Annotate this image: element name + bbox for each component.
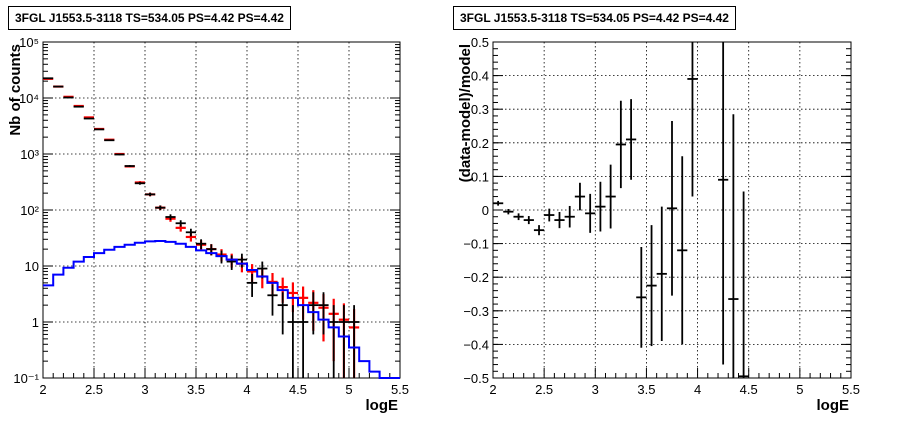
- chart1-y-tick-label: 10⁴: [19, 91, 39, 106]
- chart1-y-axis-label: Nb of counts: [7, 44, 24, 136]
- chart1-x-tick-label: 3.5: [187, 382, 205, 397]
- chart2-x-axis-label: logE: [817, 397, 850, 414]
- chart2-data-point: [646, 225, 657, 347]
- chart1-data-point: [267, 284, 278, 316]
- chart2-y-tick-label: 0.4: [471, 69, 489, 84]
- chart1-data-point: [185, 228, 196, 237]
- left-chart-title: 3FGL J1553.5-3118 TS=534.05 PS=4.42 PS=4…: [8, 6, 291, 30]
- chart2-data-point: [533, 225, 545, 236]
- chart2-data-point: [574, 182, 586, 211]
- chart2-y-tick-label: −0.5: [463, 371, 489, 386]
- chart2-y-tick-label: −0.4: [463, 337, 489, 352]
- chart1-y-tick-label: 10⁵: [19, 35, 39, 50]
- right-chart-title: 3FGL J1553.5-3118 TS=534.05 PS=4.42 PS=4…: [453, 6, 736, 30]
- chart1-data-point: [165, 214, 176, 220]
- chart2-data-point: [687, 42, 698, 197]
- chart2-data-point: [636, 246, 647, 348]
- chart1-data-point: [175, 220, 186, 227]
- chart1-x-tick-label: 3: [141, 382, 148, 397]
- chart2-data-point: [585, 193, 596, 233]
- chart1-data-point: [124, 165, 135, 168]
- chart1-data-point: [308, 292, 319, 335]
- chart1-y-tick-label: 10: [25, 259, 39, 274]
- chart2-y-tick-label: 0.1: [471, 169, 489, 184]
- chart2-x-tick-label: 2: [489, 382, 496, 397]
- chart1-data-point: [114, 153, 125, 156]
- chart2-x-tick-label: 4.5: [740, 382, 758, 397]
- chart1-x-tick-label: 2: [39, 382, 46, 397]
- chart1-x-tick-label: 4: [243, 382, 250, 397]
- chart1-x-tick-label: 2.5: [85, 382, 103, 397]
- chart2-data-point: [738, 191, 749, 378]
- chart2-y-tick-label: 0: [482, 203, 489, 218]
- chart2-y-tick-label: 0.5: [471, 35, 489, 50]
- chart1-data-point: [134, 181, 145, 185]
- chart2-data-point: [677, 156, 688, 345]
- chart2-data-point: [554, 212, 565, 229]
- chart2-data-point: [544, 208, 555, 222]
- chart1-data-point: [104, 139, 115, 142]
- chart2-data-point: [666, 120, 678, 296]
- chart1-data-point: [94, 128, 105, 131]
- chart2-data-point: [493, 200, 504, 206]
- chart1-data-point: [338, 305, 349, 378]
- chart2-data-point: [615, 100, 626, 189]
- chart1-x-tick-label: 5.5: [391, 382, 409, 397]
- chart1-data-point: [196, 239, 207, 250]
- chart2-x-tick-label: 3: [592, 382, 599, 397]
- chart2-x-tick-label: 5.5: [842, 382, 860, 397]
- chart2-data-point: [625, 99, 637, 180]
- chart1-y-tick-label: 10³: [20, 147, 39, 162]
- chart2-y-tick-label: 0.2: [471, 136, 489, 151]
- chart1-data-point: [298, 305, 309, 378]
- chart1-x-tick-label: 5: [345, 382, 352, 397]
- chart1-y-tick-label: 1: [32, 315, 39, 330]
- chart2-data-point: [595, 181, 606, 232]
- chart1-data-point: [328, 305, 339, 378]
- chart2-y-tick-label: −0.1: [463, 237, 489, 252]
- chart1-plot-area: [42, 41, 401, 379]
- chart1-model-step-line: [43, 239, 400, 379]
- chart2-x-tick-label: 4: [694, 382, 701, 397]
- chart2-y-tick-label: −0.3: [463, 304, 489, 319]
- chart1-data-point: [287, 305, 298, 378]
- chart2-data-point: [718, 42, 729, 365]
- chart2-y-tick-label: 0.3: [471, 102, 489, 117]
- chart1-data-point: [318, 292, 329, 335]
- chart1-x-axis-label: logE: [366, 397, 399, 414]
- chart2-y-axis-label: (data-model)/model: [457, 44, 474, 182]
- chart1-data-point: [73, 105, 84, 108]
- chart1-data-point: [277, 292, 288, 335]
- chart2-data-point: [503, 208, 514, 215]
- chart1-x-tick-label: 4.5: [289, 382, 307, 397]
- chart2-data-point: [564, 205, 575, 228]
- chart1-y-tick-label: 10⁻¹: [13, 371, 39, 386]
- chart2-x-tick-label: 2.5: [535, 382, 553, 397]
- chart2-data-point: [513, 213, 524, 221]
- chart1-y-tick-label: 10²: [20, 203, 39, 218]
- chart2-data-point: [523, 216, 534, 225]
- chart1-data-point: [236, 253, 247, 268]
- chart2-data-point: [728, 114, 739, 378]
- chart1-data-point: [349, 305, 360, 378]
- chart1-data-point: [226, 255, 237, 270]
- chart1-data-point: [155, 205, 166, 211]
- chart2-y-tick-label: −0.2: [463, 270, 489, 285]
- chart1-data-point: [247, 273, 258, 297]
- chart2-data-point: [605, 164, 616, 229]
- chart1-data-point: [83, 117, 94, 120]
- chart2-x-tick-label: 5: [796, 382, 803, 397]
- chart2-x-tick-label: 3.5: [637, 382, 655, 397]
- chart1-data-point: [145, 192, 156, 197]
- chart2-data-point: [656, 206, 667, 342]
